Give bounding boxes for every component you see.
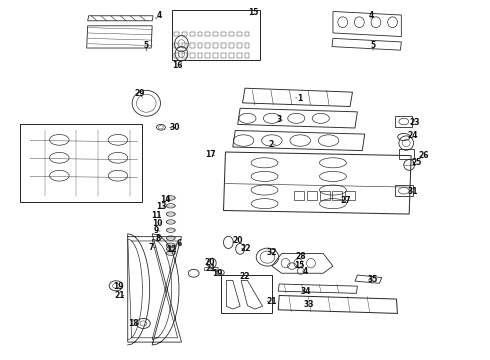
Text: 11: 11 <box>151 211 161 220</box>
Text: 34: 34 <box>300 287 311 296</box>
Text: 30: 30 <box>170 123 180 132</box>
Text: 9: 9 <box>154 226 159 235</box>
Bar <box>197 32 202 36</box>
Text: 15: 15 <box>294 261 305 270</box>
Bar <box>213 43 218 48</box>
Text: 27: 27 <box>341 196 351 205</box>
Bar <box>174 53 179 58</box>
Text: 24: 24 <box>407 131 418 140</box>
Bar <box>399 149 414 159</box>
Text: 18: 18 <box>128 319 138 328</box>
Text: 16: 16 <box>172 62 183 71</box>
Text: 21: 21 <box>205 265 216 274</box>
Bar <box>182 53 187 58</box>
Text: 19: 19 <box>113 282 123 291</box>
Text: 8: 8 <box>155 234 161 243</box>
Text: 17: 17 <box>205 150 216 159</box>
Bar <box>320 191 330 200</box>
Bar <box>190 32 195 36</box>
Bar <box>307 191 317 200</box>
Text: 33: 33 <box>303 300 314 309</box>
Bar <box>221 32 226 36</box>
Text: 10: 10 <box>152 219 162 228</box>
Bar <box>332 191 342 200</box>
Text: 14: 14 <box>161 194 171 203</box>
Text: 31: 31 <box>408 187 418 196</box>
Text: 29: 29 <box>135 89 145 98</box>
Bar <box>395 116 412 127</box>
Bar <box>237 53 242 58</box>
Bar <box>221 43 226 48</box>
Text: 21: 21 <box>266 297 277 306</box>
Bar <box>20 125 143 202</box>
Bar <box>229 32 234 36</box>
Bar <box>221 53 226 58</box>
Text: 4: 4 <box>157 11 162 20</box>
Text: 25: 25 <box>412 158 422 167</box>
Text: 26: 26 <box>418 151 429 160</box>
Bar <box>213 32 218 36</box>
Bar <box>220 275 272 314</box>
Text: 5: 5 <box>370 41 375 50</box>
Text: 5: 5 <box>144 41 149 50</box>
Text: 13: 13 <box>156 202 166 211</box>
Bar <box>205 43 210 48</box>
Bar <box>229 43 234 48</box>
Text: 32: 32 <box>266 248 277 257</box>
Bar <box>182 32 187 36</box>
Text: 22: 22 <box>240 271 250 280</box>
Text: 6: 6 <box>177 239 182 248</box>
Bar <box>245 43 249 48</box>
Text: 15: 15 <box>248 8 259 17</box>
Bar <box>190 53 195 58</box>
Bar <box>182 43 187 48</box>
Text: 12: 12 <box>167 245 177 254</box>
Bar <box>174 43 179 48</box>
Bar <box>205 32 210 36</box>
Text: 20: 20 <box>232 237 243 246</box>
Bar <box>190 43 195 48</box>
Bar <box>197 53 202 58</box>
Bar <box>174 32 179 36</box>
Bar <box>213 53 218 58</box>
Bar <box>245 32 249 36</box>
Bar <box>237 43 242 48</box>
Bar <box>394 185 413 196</box>
Text: 19: 19 <box>212 269 223 278</box>
Text: 7: 7 <box>148 243 153 252</box>
Text: 22: 22 <box>241 244 251 253</box>
Text: 35: 35 <box>368 275 378 284</box>
Text: 4: 4 <box>368 11 374 20</box>
Text: 21: 21 <box>115 291 125 300</box>
Text: 2: 2 <box>268 140 273 149</box>
Text: 1: 1 <box>297 94 302 103</box>
Text: 4: 4 <box>303 267 308 276</box>
Text: 20: 20 <box>204 258 215 267</box>
Bar <box>172 10 260 60</box>
Bar <box>229 53 234 58</box>
Bar <box>245 53 249 58</box>
Text: 3: 3 <box>276 115 282 124</box>
Text: 28: 28 <box>295 252 306 261</box>
Text: 23: 23 <box>410 118 420 127</box>
Bar <box>294 191 304 200</box>
Bar <box>345 191 355 200</box>
Bar <box>205 53 210 58</box>
Bar <box>237 32 242 36</box>
Bar <box>197 43 202 48</box>
